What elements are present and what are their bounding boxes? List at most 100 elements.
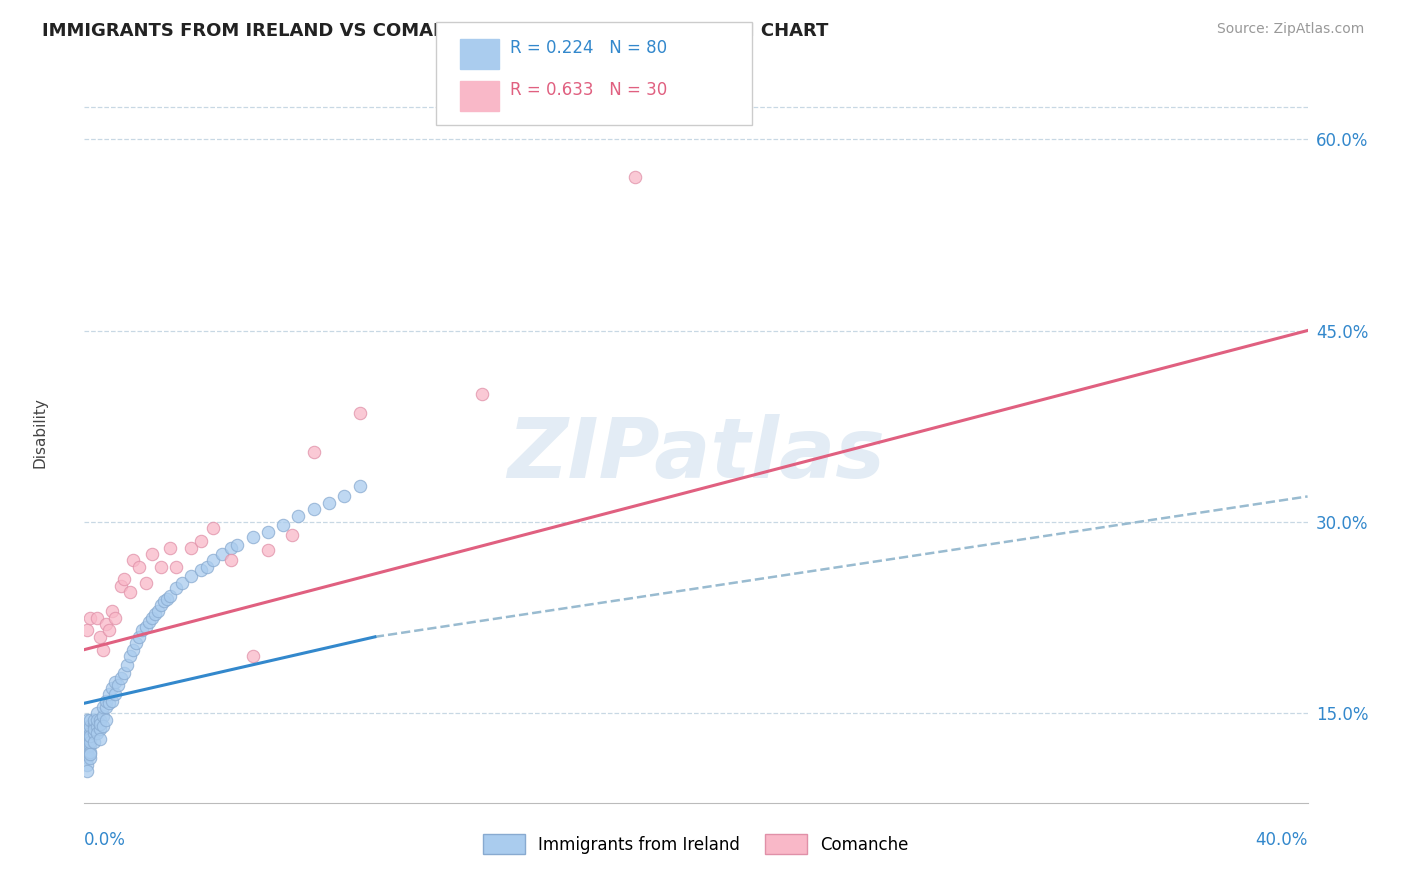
Text: ZIPatlas: ZIPatlas: [508, 414, 884, 495]
Point: [83, 734, 105, 748]
Point: [76, 739, 98, 753]
Point: [104, 674, 127, 689]
Point: [131, 624, 153, 638]
Point: [159, 541, 181, 555]
Point: [79, 751, 101, 765]
Point: [97, 624, 120, 638]
Text: R = 0.224   N = 80: R = 0.224 N = 80: [510, 39, 668, 57]
Point: [83, 722, 105, 736]
Point: [226, 538, 249, 552]
Point: [271, 517, 294, 532]
Point: [128, 630, 150, 644]
Point: [201, 553, 224, 567]
Point: [86, 719, 108, 733]
Point: [89, 630, 111, 644]
Point: [101, 604, 124, 618]
Point: [153, 594, 176, 608]
Point: [79, 719, 101, 733]
Point: [135, 620, 157, 634]
Point: [138, 615, 160, 629]
Point: [89, 716, 111, 731]
Point: [219, 541, 242, 555]
Point: [101, 694, 124, 708]
Point: [76, 725, 98, 739]
Point: [115, 657, 138, 672]
Point: [76, 624, 98, 638]
Point: [79, 713, 101, 727]
Point: [79, 610, 101, 624]
Point: [159, 589, 181, 603]
Point: [149, 598, 172, 612]
Point: [76, 719, 98, 733]
Point: [91, 700, 114, 714]
Point: [302, 444, 325, 458]
Point: [86, 713, 108, 727]
Point: [149, 559, 172, 574]
Point: [94, 700, 117, 714]
Point: [83, 713, 105, 727]
Point: [180, 541, 202, 555]
Text: 40.0%: 40.0%: [1256, 830, 1308, 849]
Point: [624, 170, 647, 185]
Point: [287, 508, 309, 523]
Point: [190, 564, 212, 578]
Point: [165, 559, 187, 574]
Text: 0.0%: 0.0%: [84, 830, 127, 849]
Point: [91, 642, 114, 657]
Point: [257, 525, 280, 540]
Point: [195, 559, 218, 574]
Text: R = 0.633   N = 30: R = 0.633 N = 30: [510, 81, 668, 99]
Point: [107, 678, 129, 692]
Point: [86, 725, 108, 739]
Point: [143, 607, 166, 621]
Point: [76, 731, 98, 746]
Point: [76, 757, 98, 772]
Point: [128, 559, 150, 574]
Point: [120, 585, 142, 599]
Point: [318, 496, 340, 510]
Point: [79, 731, 101, 746]
Point: [122, 553, 145, 567]
Point: [141, 547, 163, 561]
Point: [83, 725, 105, 739]
Point: [146, 604, 169, 618]
Point: [101, 681, 124, 695]
Point: [180, 568, 202, 582]
Point: [76, 713, 98, 727]
Point: [302, 502, 325, 516]
Point: [110, 671, 132, 685]
Point: [201, 521, 224, 535]
Point: [89, 722, 111, 736]
Point: [349, 407, 371, 421]
Point: [110, 579, 132, 593]
Point: [89, 713, 111, 727]
Point: [76, 751, 98, 765]
Point: [79, 747, 101, 762]
Point: [156, 591, 179, 606]
Point: [211, 547, 233, 561]
Point: [219, 553, 242, 567]
Point: [79, 739, 101, 753]
Point: [91, 719, 114, 733]
Point: [112, 573, 135, 587]
Text: Source: ZipAtlas.com: Source: ZipAtlas.com: [1216, 22, 1364, 37]
Point: [79, 725, 101, 739]
Point: [83, 716, 105, 731]
Point: [97, 687, 120, 701]
Point: [76, 764, 98, 778]
Point: [97, 696, 120, 710]
Point: [190, 534, 212, 549]
Point: [165, 582, 187, 596]
Point: [349, 479, 371, 493]
Point: [172, 576, 194, 591]
Point: [79, 730, 101, 744]
Point: [122, 642, 145, 657]
Point: [242, 648, 264, 663]
Point: [281, 527, 304, 541]
Point: [76, 747, 98, 762]
Text: Disability: Disability: [32, 397, 48, 468]
Point: [257, 543, 280, 558]
Point: [79, 745, 101, 759]
Point: [120, 648, 142, 663]
Point: [94, 713, 117, 727]
